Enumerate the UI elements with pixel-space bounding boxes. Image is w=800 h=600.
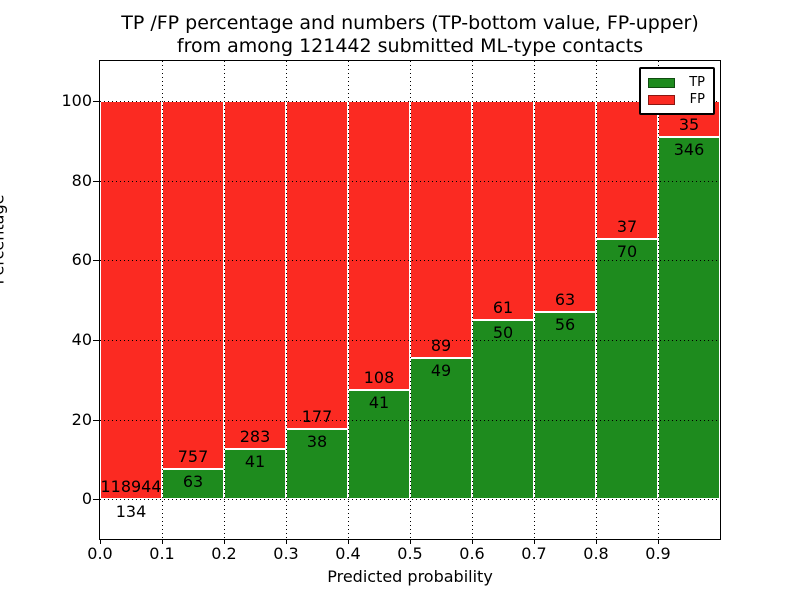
- y-tick-label: 100: [61, 90, 92, 110]
- x-axis-tick: [658, 539, 659, 544]
- x-tick-label: 0.6: [459, 544, 485, 563]
- bar-segment-fp-0: [100, 100, 162, 499]
- x-axis-tick: [100, 539, 101, 544]
- bar-segment-fp-6: [472, 100, 534, 320]
- gridline-vertical: [348, 61, 349, 539]
- bar-segment-tp-3: [286, 428, 348, 500]
- gridline-horizontal: [100, 339, 720, 341]
- x-tick-label: 0.0: [87, 544, 113, 563]
- x-axis-tick: [286, 539, 287, 544]
- y-axis-tick: [93, 260, 99, 262]
- gridline-vertical: [596, 61, 597, 539]
- bar-segment-tp-9: [658, 137, 720, 500]
- legend-label-fp: FP: [689, 92, 705, 107]
- x-axis-tick: [348, 539, 349, 544]
- bar-label-tp-2: 41: [244, 451, 266, 471]
- x-tick-label: 0.4: [335, 544, 361, 563]
- bar-segment-fp-7: [534, 100, 596, 312]
- bar-segment-fp-3: [286, 100, 348, 429]
- legend-swatch-tp: [648, 77, 675, 88]
- legend: TP FP: [639, 67, 715, 115]
- x-tick-label: 0.3: [273, 544, 299, 563]
- bar-segment-tp-4: [348, 389, 410, 500]
- bar-label-fp-3: 177: [301, 406, 333, 426]
- y-tick-label: 20: [71, 409, 92, 429]
- y-axis-tick: [93, 499, 99, 501]
- gridline-horizontal: [100, 100, 720, 102]
- x-tick-label: 0.2: [211, 544, 237, 563]
- x-axis-label: Predicted probability: [327, 567, 493, 586]
- bar-label-tp-0: 134: [115, 501, 147, 521]
- gridline-horizontal: [100, 260, 720, 262]
- chart-title: TP /FP percentage and numbers (TP-bottom…: [100, 12, 720, 58]
- bar-segment-fp-2: [224, 100, 286, 449]
- x-tick-label: 0.8: [583, 544, 609, 563]
- y-tick-label: 60: [71, 250, 92, 270]
- y-axis-tick: [93, 339, 99, 341]
- y-tick-label: 40: [71, 329, 92, 349]
- x-tick-label: 0.9: [645, 544, 671, 563]
- legend-row-fp: FP: [648, 91, 705, 108]
- gridline-vertical: [224, 61, 225, 539]
- y-tick-label: 0: [81, 489, 92, 509]
- legend-row-tp: TP: [648, 74, 705, 91]
- gridline-vertical: [472, 61, 473, 539]
- bar-label-fp-1: 757: [177, 446, 209, 466]
- gridline-horizontal: [100, 180, 720, 182]
- bar-segment-tp-7: [534, 311, 596, 500]
- gridline-vertical: [534, 61, 535, 539]
- chart-title-line1: TP /FP percentage and numbers (TP-bottom…: [121, 12, 699, 34]
- bar-segment-fp-5: [410, 100, 472, 358]
- bar-segment-fp-8: [596, 100, 658, 239]
- y-tick-label: 80: [71, 170, 92, 190]
- bar-label-tp-9: 346: [673, 140, 705, 160]
- x-axis-tick: [596, 539, 597, 544]
- y-axis-tick: [93, 419, 99, 421]
- legend-label-tp: TP: [689, 75, 705, 90]
- bar-label-tp-3: 38: [306, 431, 328, 451]
- x-axis-tick: [162, 539, 163, 544]
- chart-title-line2: from among 121442 submitted ML-type cont…: [176, 35, 644, 57]
- gridline-vertical: [286, 61, 287, 539]
- bar-segment-tp-1: [162, 468, 224, 500]
- bar-segment-fp-1: [162, 100, 224, 469]
- bar-segment-tp-8: [596, 238, 658, 500]
- y-axis-tick: [93, 100, 99, 102]
- bar-label-tp-7: 56: [554, 314, 576, 334]
- bar-label-tp-1: 63: [182, 471, 204, 491]
- bar-label-tp-8: 70: [616, 241, 638, 261]
- gridline-vertical: [658, 61, 659, 539]
- bar-label-fp-0: 118944: [100, 476, 162, 496]
- gridline-vertical: [162, 61, 163, 539]
- x-axis-tick: [472, 539, 473, 544]
- bar-label-fp-6: 61: [492, 297, 514, 317]
- bar-label-fp-2: 283: [239, 426, 271, 446]
- x-axis-tick: [224, 539, 225, 544]
- gridline-horizontal: [100, 419, 720, 421]
- bar-label-fp-4: 108: [363, 367, 395, 387]
- bar-segment-tp-6: [472, 319, 534, 500]
- y-axis-tick: [93, 180, 99, 182]
- gridline-horizontal: [100, 499, 720, 501]
- gridline-vertical: [410, 61, 411, 539]
- plot-area: TP FP 118944 134 757 63 283 41 177 38 108 41 89 49 61…: [61, 60, 721, 563]
- x-axis-tick: [534, 539, 535, 544]
- bar-label-tp-4: 41: [368, 392, 390, 412]
- x-tick-label: 0.7: [521, 544, 547, 563]
- bar-label-fp-8: 37: [616, 216, 638, 236]
- legend-swatch-fp: [648, 94, 675, 105]
- y-axis-label: Percentage: [0, 194, 8, 285]
- bar-segment-fp-4: [348, 100, 410, 390]
- bar-label-tp-5: 49: [430, 360, 452, 380]
- bar-label-tp-6: 50: [492, 322, 514, 342]
- x-axis-tick: [410, 539, 411, 544]
- bar-label-fp-9: 35: [678, 115, 700, 135]
- bar-label-fp-7: 63: [554, 289, 576, 309]
- x-tick-label: 0.5: [397, 544, 423, 563]
- bar-label-fp-5: 89: [430, 335, 452, 355]
- x-tick-label: 0.1: [149, 544, 175, 563]
